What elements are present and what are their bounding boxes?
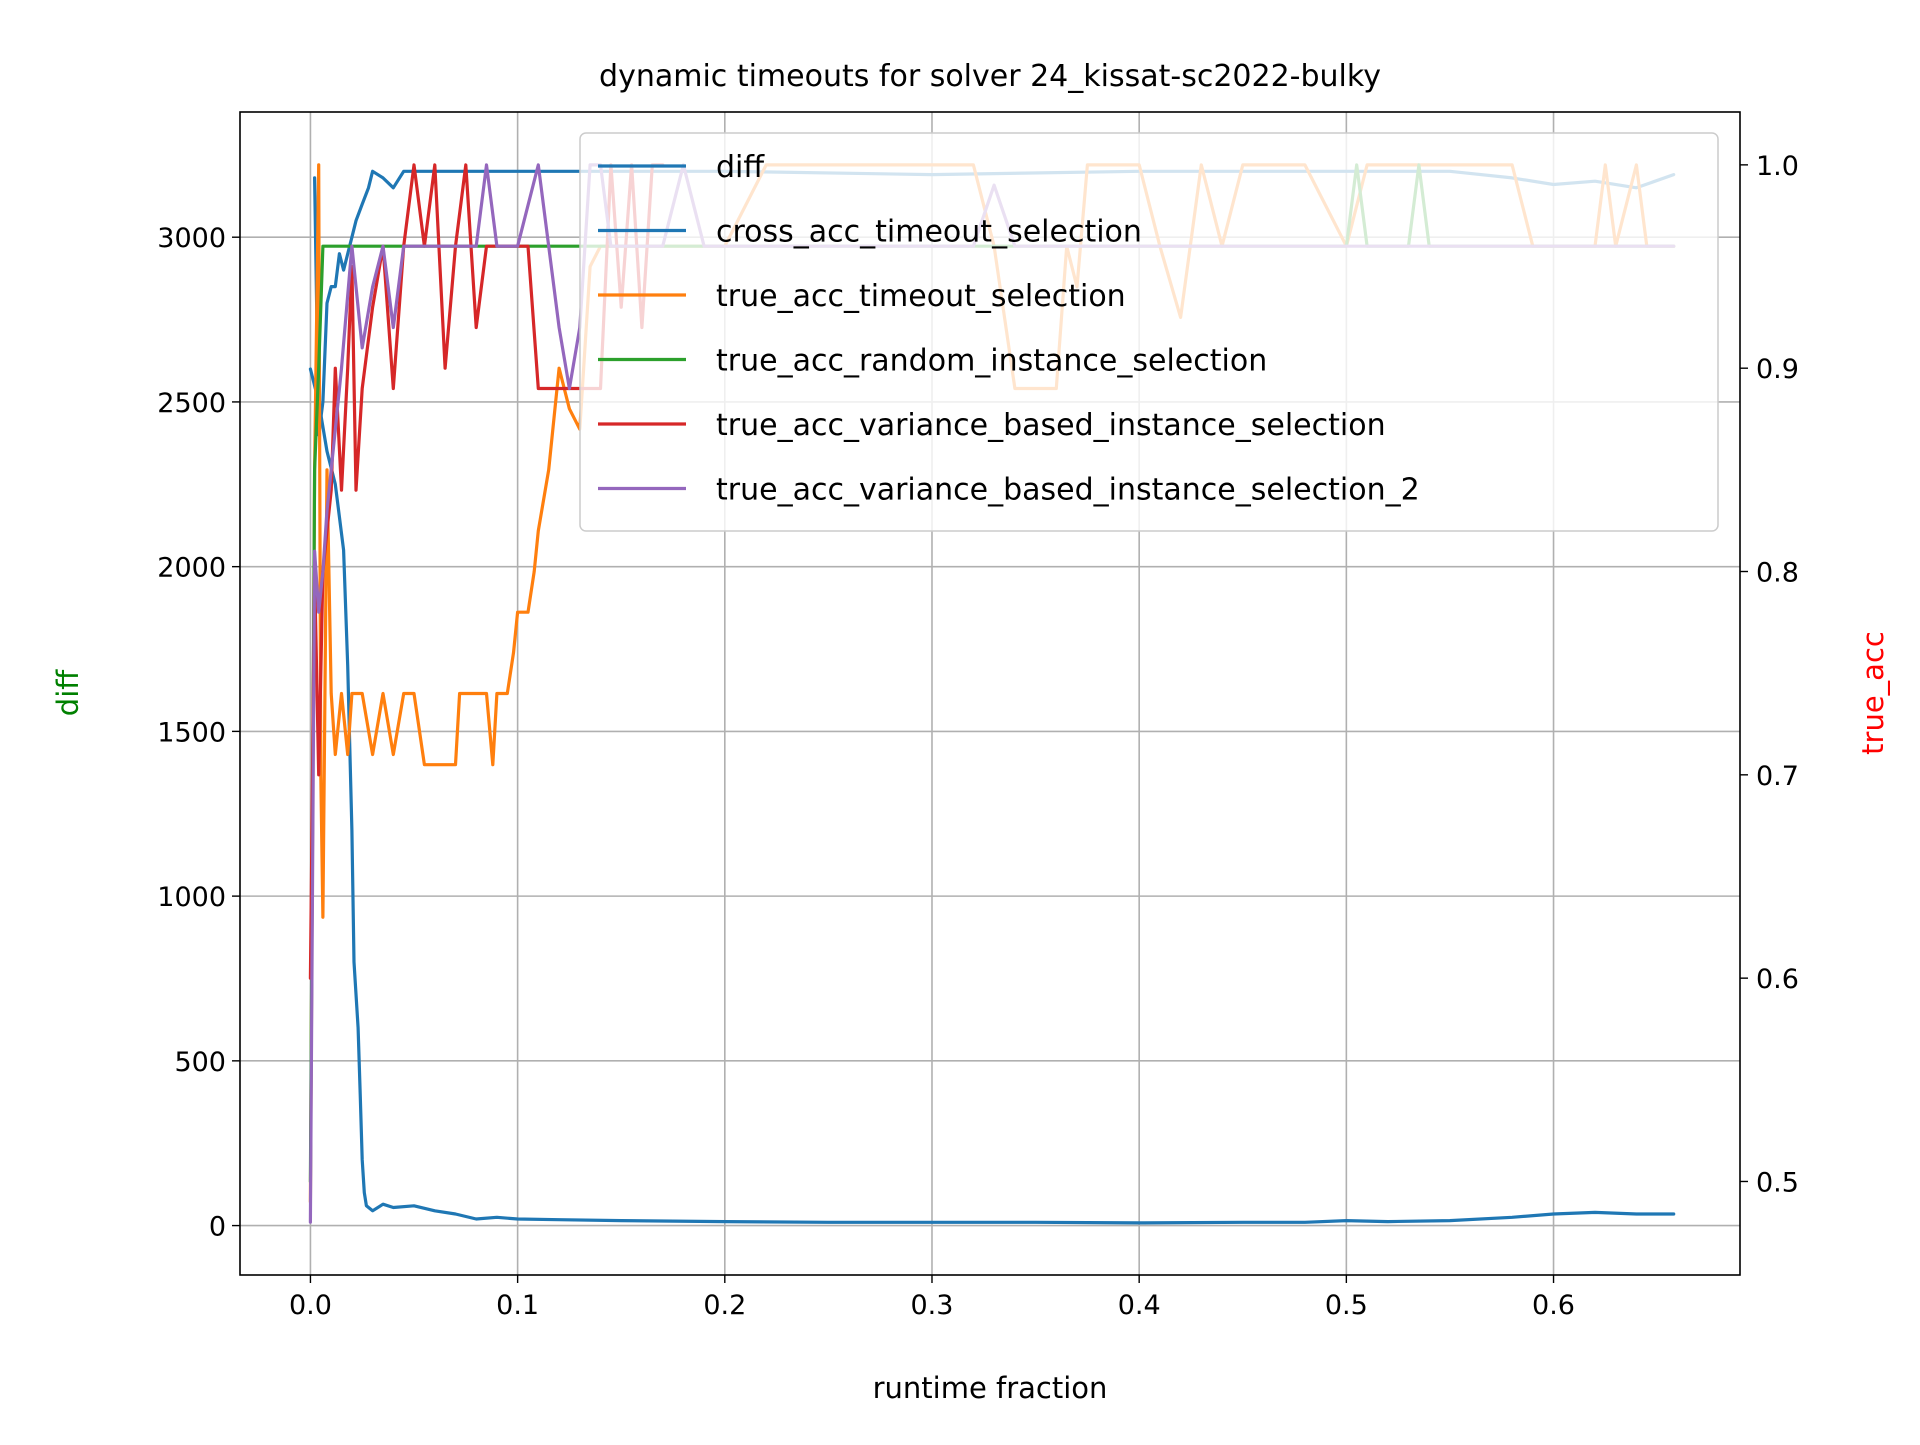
legend-label: true_acc_timeout_selection	[716, 279, 1126, 314]
right-y-tick-label: 0.7	[1756, 761, 1799, 792]
legend-entries: diff cross_acc_timeout_selection true_acc_…	[598, 150, 1420, 508]
right-y-tick-label: 0.8	[1756, 558, 1799, 589]
x-tick-label: 0.0	[289, 1290, 332, 1321]
x-tick-label: 0.1	[496, 1290, 539, 1321]
axes: 0.0 0.1 0.2 0.3 0.4 0.5 0.6 0 500 1000 1500 2000 250…	[157, 151, 1799, 1321]
legend-frame	[579, 132, 1719, 532]
chart-title: dynamic timeouts for solver 24_kissat-sc…	[599, 59, 1381, 94]
x-tick-label: 0.2	[703, 1290, 746, 1321]
left-y-tick-label: 1500	[157, 717, 226, 748]
left-y-tick-label: 2500	[157, 388, 226, 419]
left-y-tick-label: 500	[174, 1047, 226, 1078]
left-y-axis-label: diff	[51, 669, 85, 716]
legend-label: true_acc_random_instance_selection	[716, 344, 1267, 379]
legend-label: true_acc_variance_based_instance_selecti…	[716, 408, 1386, 443]
left-y-tick-label: 2000	[157, 553, 226, 584]
legend-label: true_acc_variance_based_instance_selecti…	[716, 473, 1420, 508]
x-axis-label: runtime fraction	[873, 1371, 1108, 1405]
plot-area-frame	[239, 111, 1741, 1276]
x-tick-label: 0.6	[1532, 1290, 1575, 1321]
legend-label: cross_acc_timeout_selection	[716, 215, 1142, 250]
right-y-tick-label: 0.5	[1756, 1167, 1799, 1198]
left-y-tick-label: 0	[209, 1212, 226, 1243]
right-y-axis-label: true_acc	[1856, 631, 1890, 755]
left-y-tick-label: 1000	[157, 882, 226, 913]
legend-label: diff	[716, 150, 765, 185]
right-y-tick-label: 0.9	[1756, 354, 1799, 385]
x-tick-label: 0.3	[911, 1290, 954, 1321]
left-y-tick-label: 3000	[157, 223, 226, 254]
x-tick-label: 0.5	[1325, 1290, 1368, 1321]
legend: diff cross_acc_timeout_selection true_acc_…	[579, 132, 1719, 532]
right-y-tick-label: 1.0	[1756, 151, 1799, 182]
x-tick-label: 0.4	[1118, 1290, 1161, 1321]
series-line-diff	[308, 367, 1676, 1225]
right-y-tick-label: 0.6	[1756, 964, 1799, 995]
